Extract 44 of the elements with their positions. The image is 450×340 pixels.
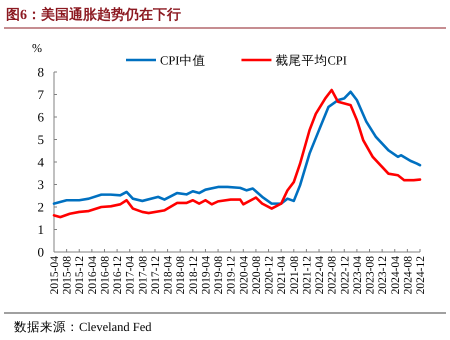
x-tick-label: 2022-08 — [326, 256, 339, 294]
x-tick-label: 2022-12 — [339, 256, 352, 294]
x-tick-label: 2021-12 — [301, 256, 314, 294]
x-tick-label: 2023-08 — [364, 256, 377, 294]
x-tick-label: 2018-04 — [162, 256, 175, 294]
x-tick-label: 2024-08 — [402, 256, 414, 294]
x-tick-label: 2017-08 — [137, 256, 150, 294]
y-tick-label: 8 — [38, 64, 44, 80]
x-tick-label: 2021-04 — [276, 256, 288, 294]
y-tick-label: 1 — [38, 222, 44, 237]
y-tick-label: 2 — [38, 200, 44, 214]
x-tick-label: 2020-04 — [238, 256, 250, 294]
y-tick-label: 0 — [38, 244, 44, 260]
x-tick-label: 2016-04 — [86, 256, 99, 294]
x-tick-label: 2015-04 — [49, 256, 61, 294]
x-tick-label: 2018-08 — [175, 256, 188, 294]
y-axis-title: % — [32, 41, 42, 55]
y-tick-label: 6 — [38, 110, 44, 124]
x-tick-label: 2015-08 — [62, 256, 74, 294]
x-tick-label: 2017-12 — [150, 256, 162, 294]
y-tick-label: 7 — [38, 87, 44, 102]
x-tick-label: 2024-12 — [415, 256, 427, 294]
x-tick-label: 2020-08 — [250, 256, 263, 294]
y-tick-label: 5 — [38, 132, 44, 147]
x-tick-label: 2022-04 — [314, 256, 326, 294]
legend-label: 截尾平均CPI — [275, 54, 347, 68]
y-tick-label: 3 — [38, 177, 44, 192]
x-tick-label: 2016-12 — [112, 256, 124, 294]
x-tick-label: 2024-04 — [390, 256, 402, 294]
chart-title: 图6：美国通胀趋势仍在下行 — [6, 6, 181, 23]
source-note: 数据来源：Cleveland Fed — [14, 320, 152, 334]
x-tick-label: 2021-08 — [288, 256, 301, 294]
x-tick-label: 2018-12 — [188, 256, 200, 294]
x-tick-label: 2020-12 — [264, 256, 276, 294]
x-tick-label: 2019-08 — [213, 256, 226, 294]
x-tick-label: 2016-08 — [99, 256, 112, 294]
x-tick-label: 2017-04 — [124, 256, 137, 294]
x-tick-label: 2015-12 — [74, 256, 86, 294]
legend-label: CPI中值 — [160, 54, 206, 68]
x-tick-label: 2019-04 — [200, 256, 212, 294]
x-tick-label: 2023-12 — [377, 256, 390, 294]
x-tick-label: 2019-12 — [226, 256, 238, 294]
y-tick-label: 4 — [38, 154, 44, 170]
x-tick-label: 2023-04 — [352, 256, 364, 294]
